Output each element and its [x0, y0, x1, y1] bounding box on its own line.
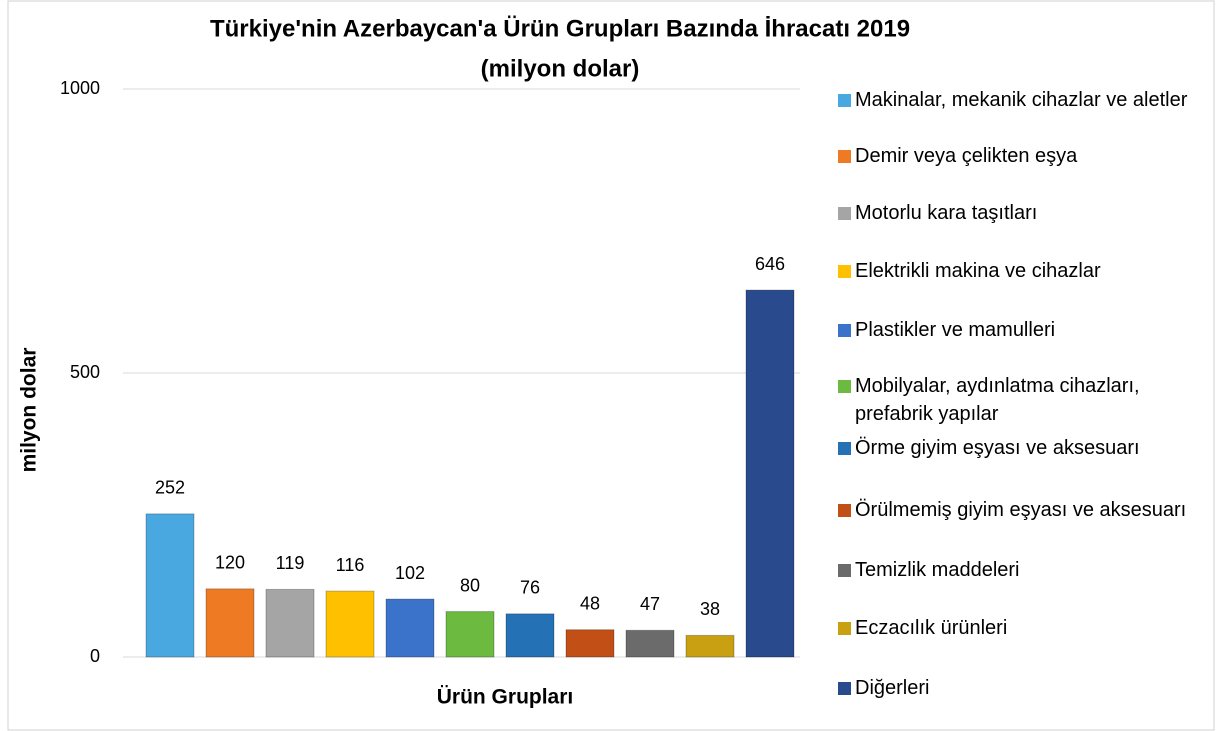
value-label: 119 — [276, 553, 305, 573]
legend-label: Örülmemiş giyim eşyası ve aksesuarı — [855, 499, 1187, 521]
value-label: 120 — [215, 553, 245, 573]
value-label: 48 — [580, 593, 600, 613]
chart-border — [7, 0, 1215, 731]
bar — [625, 629, 675, 658]
legend-item: Motorlu kara taşıtları — [838, 199, 1213, 227]
legend-item: Örme giyim eşyası ve aksesuarı — [838, 434, 1213, 462]
bar — [145, 513, 195, 658]
y-tick-label: 0 — [90, 646, 100, 666]
legend-label: Plastikler ve mamulleri — [855, 319, 1056, 341]
legend-label: Elektrikli makina ve cihazlar — [855, 260, 1101, 282]
legend-swatch — [838, 94, 851, 107]
value-label: 38 — [700, 599, 720, 619]
legend-swatch — [838, 622, 851, 635]
legend-label: Temizlik maddeleri — [855, 559, 1020, 581]
legend-swatch — [838, 504, 851, 517]
x-axis-label: Ürün Grupları — [437, 686, 574, 709]
legend-label: Makinalar, mekanik cihazlar ve aletler — [855, 89, 1188, 111]
chart-title: (milyon dolar) — [481, 55, 640, 82]
legend-item: Demir veya çelikten eşya — [838, 142, 1213, 170]
value-label: 252 — [155, 478, 185, 498]
legend-item: Plastikler ve mamulleri — [838, 316, 1213, 344]
value-label: 646 — [755, 254, 785, 274]
legend-label: Motorlu kara taşıtları — [855, 202, 1038, 224]
legend-item: Elektrikli makina ve cihazlar — [838, 257, 1213, 285]
legend-swatch — [838, 150, 851, 163]
bar — [265, 588, 315, 658]
bar — [325, 590, 375, 658]
legend-label: Örme giyim eşyası ve aksesuarı — [855, 437, 1140, 459]
legend-swatch — [838, 380, 851, 393]
legend-swatch — [838, 265, 851, 278]
legend-item: Örülmemiş giyim eşyası ve aksesuarı — [838, 496, 1213, 524]
legend-label: Diğerleri — [855, 677, 930, 699]
legend-swatch — [838, 564, 851, 577]
legend-swatch — [838, 207, 851, 220]
value-label: 76 — [520, 578, 540, 598]
legend-item: Makinalar, mekanik cihazlar ve aletler — [838, 86, 1213, 114]
value-label: 80 — [460, 575, 480, 595]
y-tick-label: 500 — [70, 362, 100, 382]
bar — [745, 289, 795, 658]
bar — [445, 611, 495, 658]
value-label: 102 — [395, 563, 425, 583]
legend-item: Eczacılık ürünleri — [838, 614, 1213, 642]
legend-swatch — [838, 324, 851, 337]
bar — [505, 613, 555, 658]
legend-item: Mobilyalar, aydınlatma cihazları, prefab… — [838, 372, 1213, 428]
bar — [205, 588, 255, 658]
bar — [385, 598, 435, 658]
value-label: 47 — [640, 594, 660, 614]
legend-item: Diğerleri — [838, 674, 1213, 702]
y-tick-label: 1000 — [60, 78, 100, 98]
legend-label: Eczacılık ürünleri — [855, 617, 1008, 639]
bar — [685, 634, 735, 658]
legend-label: Demir veya çelikten eşya — [855, 145, 1078, 167]
legend-label: Mobilyalar, aydınlatma cihazları, prefab… — [855, 375, 1140, 425]
value-label: 116 — [336, 555, 365, 575]
legend-swatch — [838, 442, 851, 455]
y-axis-label: milyon dolar — [18, 348, 41, 473]
legend-item: Temizlik maddeleri — [838, 556, 1213, 584]
bar — [565, 629, 615, 658]
legend-swatch — [838, 682, 851, 695]
chart-title: Türkiye'nin Azerbaycan'a Ürün Grupları B… — [210, 15, 910, 42]
